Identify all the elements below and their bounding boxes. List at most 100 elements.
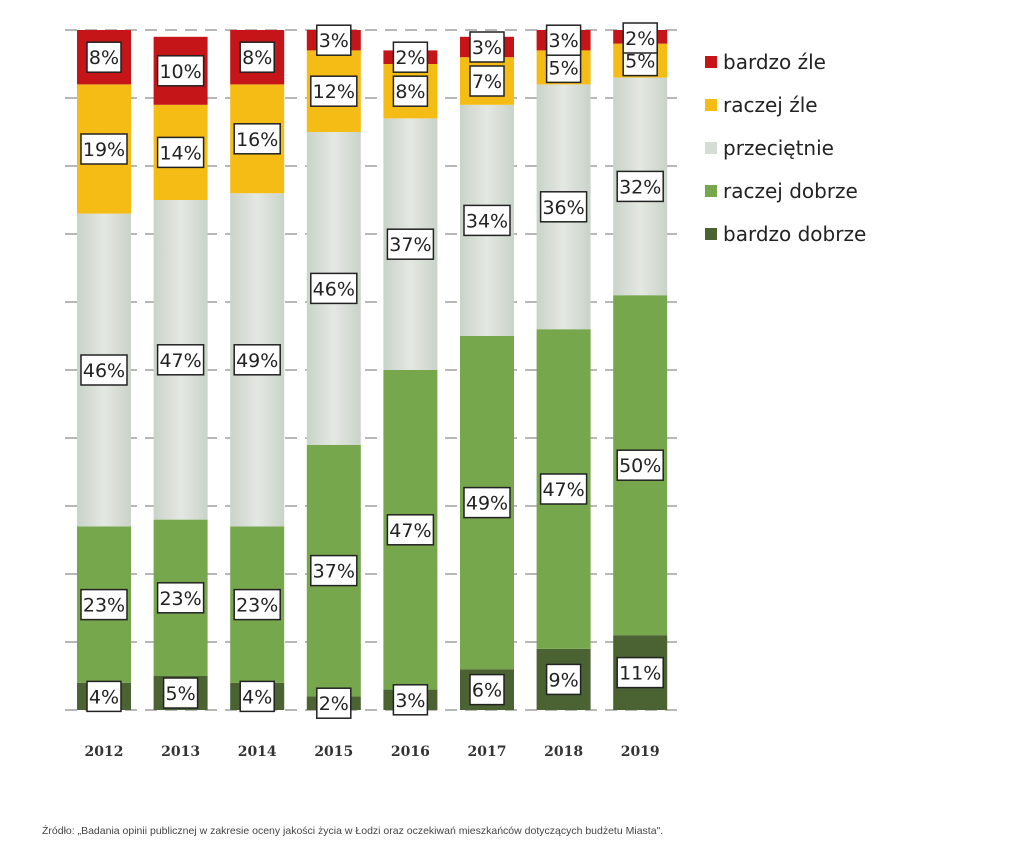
x-tick-label: 2017 [468,744,507,760]
data-label-box [616,656,664,689]
data-label-box [392,75,429,107]
legend-label: bardzo dobrze [723,221,867,246]
data-label-text: 2% [395,47,425,69]
data-label: 2% [392,41,429,73]
data-label-box [310,554,358,587]
data-label-box [156,344,205,376]
data-label-box [310,272,358,305]
data-label: 50% [616,449,664,481]
data-label: 14% [156,136,205,169]
data-label-text: 23% [83,595,125,617]
data-label-text: 2% [319,693,349,715]
data-label-text: 12% [313,81,355,103]
data-label: 49% [233,344,281,376]
data-label: 34% [463,204,511,237]
data-label-text: 46% [313,278,355,300]
data-label-text: 3% [549,30,579,52]
legend: bardzo źle raczej źle przeciętnie raczej do… [705,40,866,255]
data-label-text: 32% [619,176,661,198]
data-label: 3% [469,31,505,63]
data-label: 16% [233,123,281,155]
legend-label: bardzo źle [723,49,826,74]
x-tick-label: 2015 [314,744,353,760]
legend-item: przeciętnie [705,126,866,169]
x-tick-label: 2014 [238,744,277,760]
data-label-box [310,75,358,107]
data-label-box [239,41,275,73]
data-label: 4% [86,680,122,713]
data-label-text: 4% [89,686,119,708]
data-label-box [233,588,281,621]
data-label: 3% [316,24,352,56]
data-label: 23% [233,588,281,621]
legend-item: bardzo dobrze [705,212,866,255]
data-label-box [539,191,588,223]
data-label-text: 23% [236,595,278,617]
data-label-box [469,65,505,97]
data-label: 8% [392,75,429,107]
data-label-text: 14% [159,142,201,164]
data-label-text: 49% [466,493,508,515]
legend-swatch [705,55,717,68]
legend-item: raczej źle [705,83,866,126]
source-note: Źródło: „Badania opinii publicznej w zak… [42,825,664,837]
data-label-box [156,136,205,169]
x-tick-label: 2016 [391,744,430,760]
data-label-box [545,24,582,56]
data-label: 37% [310,554,358,587]
legend-swatch [705,141,717,154]
data-label-box [545,663,582,696]
legend-label: raczej źle [723,92,818,117]
data-label-text: 5% [549,57,579,79]
data-label-text: 3% [472,37,502,59]
legend-label: raczej dobrze [723,178,858,203]
data-label-box [86,680,122,713]
data-label: 46% [80,354,128,386]
data-label-box [156,582,205,614]
data-label-box [316,687,352,719]
data-label-box [86,41,122,73]
data-label-text: 19% [83,139,125,161]
data-label-text: 7% [472,71,502,93]
data-label-text: 2% [625,28,655,50]
data-label-text: 47% [542,479,584,501]
data-label-box [463,486,511,519]
data-label-text: 5% [166,683,196,705]
data-label-text: 10% [159,61,201,83]
data-label: 5% [162,677,199,709]
data-label: 3% [392,684,429,716]
stacked-bar-chart: 2012 2013 2014 2015 2016 2017 2018 2019 4% 23% 46%… [65,22,680,760]
data-label: 5% [545,51,582,84]
x-tick-label: 2019 [621,744,660,760]
data-label-text: 3% [319,30,349,52]
legend-item: bardzo źle [705,40,866,83]
x-tick-label: 2012 [85,744,124,760]
data-label-text: 23% [159,588,201,610]
data-label-text: 50% [619,455,661,477]
x-tick-label: 2018 [544,744,583,760]
data-label-box [233,123,281,155]
data-label-text: 47% [389,520,431,542]
data-label-text: 8% [89,47,119,69]
data-label: 8% [86,41,122,73]
data-label-text: 16% [236,129,278,151]
data-label: 11% [616,656,664,689]
data-label-box [80,354,128,386]
data-label: 23% [156,582,205,614]
data-label: 7% [469,65,505,97]
data-label: 3% [545,24,582,56]
data-label-box [545,51,582,84]
data-label-text: 5% [625,51,655,73]
data-label-text: 8% [242,47,272,69]
legend-swatch [705,98,717,111]
data-label: 10% [156,55,205,87]
data-label-text: 4% [242,686,272,708]
data-label: 9% [545,663,582,696]
legend-item: raczej dobrze [705,169,866,212]
data-label-text: 49% [236,350,278,372]
data-label-text: 37% [389,234,431,256]
data-label-text: 47% [159,350,201,372]
data-label-box [80,133,128,165]
data-label-text: 6% [472,680,502,702]
data-label: 37% [386,228,435,260]
